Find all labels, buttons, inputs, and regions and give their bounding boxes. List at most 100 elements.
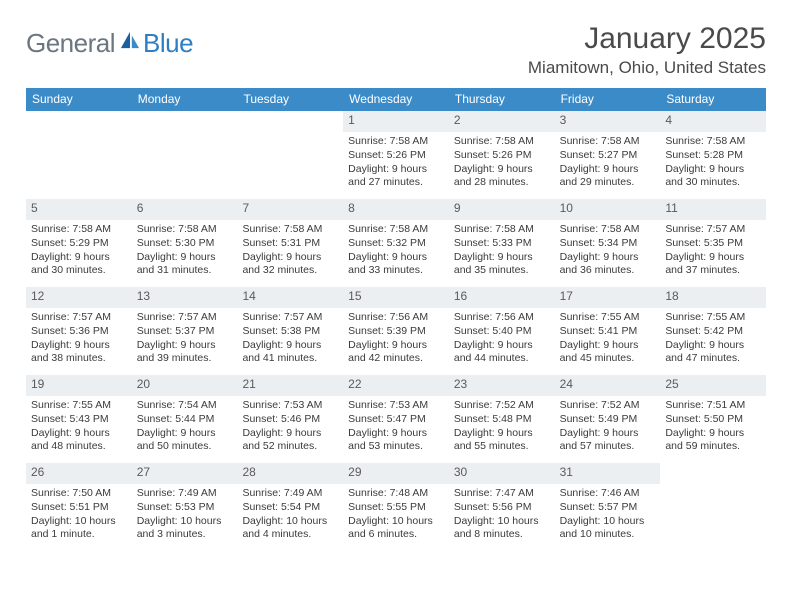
day-cell: 12Sunrise: 7:57 AMSunset: 5:36 PMDayligh… bbox=[26, 287, 132, 375]
sail-icon bbox=[119, 30, 141, 50]
day-number: 20 bbox=[132, 375, 238, 396]
sunset-text: Sunset: 5:34 PM bbox=[560, 237, 656, 251]
day-number: 29 bbox=[343, 463, 449, 484]
day-cell: 23Sunrise: 7:52 AMSunset: 5:48 PMDayligh… bbox=[449, 375, 555, 463]
sunset-text: Sunset: 5:37 PM bbox=[137, 325, 233, 339]
sunset-text: Sunset: 5:28 PM bbox=[665, 149, 761, 163]
logo-text-general: General bbox=[26, 28, 115, 59]
sunset-text: Sunset: 5:26 PM bbox=[348, 149, 444, 163]
sunrise-text: Sunrise: 7:58 AM bbox=[31, 223, 127, 237]
sunrise-text: Sunrise: 7:57 AM bbox=[137, 311, 233, 325]
day-cell: 18Sunrise: 7:55 AMSunset: 5:42 PMDayligh… bbox=[660, 287, 766, 375]
day-number: 5 bbox=[26, 199, 132, 220]
empty-cell: . bbox=[237, 111, 343, 199]
logo-text-blue: Blue bbox=[143, 28, 193, 59]
sunrise-text: Sunrise: 7:56 AM bbox=[454, 311, 550, 325]
empty-cell: . bbox=[660, 463, 766, 551]
day-body: Sunrise: 7:55 AMSunset: 5:42 PMDaylight:… bbox=[660, 308, 766, 370]
sunrise-text: Sunrise: 7:58 AM bbox=[454, 223, 550, 237]
day-number: 13 bbox=[132, 287, 238, 308]
day-number: 1 bbox=[343, 111, 449, 132]
daylight-text: Daylight: 10 hours and 10 minutes. bbox=[560, 515, 656, 543]
sunrise-text: Sunrise: 7:55 AM bbox=[31, 399, 127, 413]
title-block: January 2025 Miamitown, Ohio, United Sta… bbox=[528, 22, 766, 78]
sunset-text: Sunset: 5:41 PM bbox=[560, 325, 656, 339]
day-body: Sunrise: 7:57 AMSunset: 5:37 PMDaylight:… bbox=[132, 308, 238, 370]
day-cell: 10Sunrise: 7:58 AMSunset: 5:34 PMDayligh… bbox=[555, 199, 661, 287]
daylight-text: Daylight: 9 hours and 30 minutes. bbox=[665, 163, 761, 191]
week-row: 19Sunrise: 7:55 AMSunset: 5:43 PMDayligh… bbox=[26, 375, 766, 463]
day-number: 21 bbox=[237, 375, 343, 396]
day-body: Sunrise: 7:52 AMSunset: 5:49 PMDaylight:… bbox=[555, 396, 661, 458]
sunrise-text: Sunrise: 7:58 AM bbox=[665, 135, 761, 149]
sunset-text: Sunset: 5:46 PM bbox=[242, 413, 338, 427]
sunrise-text: Sunrise: 7:54 AM bbox=[137, 399, 233, 413]
daylight-text: Daylight: 9 hours and 44 minutes. bbox=[454, 339, 550, 367]
daylight-text: Daylight: 9 hours and 42 minutes. bbox=[348, 339, 444, 367]
day-cell: 31Sunrise: 7:46 AMSunset: 5:57 PMDayligh… bbox=[555, 463, 661, 551]
sunrise-text: Sunrise: 7:55 AM bbox=[560, 311, 656, 325]
daylight-text: Daylight: 10 hours and 4 minutes. bbox=[242, 515, 338, 543]
sunset-text: Sunset: 5:31 PM bbox=[242, 237, 338, 251]
daylight-text: Daylight: 9 hours and 29 minutes. bbox=[560, 163, 656, 191]
sunset-text: Sunset: 5:40 PM bbox=[454, 325, 550, 339]
logo: General Blue bbox=[26, 22, 193, 59]
sunrise-text: Sunrise: 7:51 AM bbox=[665, 399, 761, 413]
day-body: Sunrise: 7:47 AMSunset: 5:56 PMDaylight:… bbox=[449, 484, 555, 546]
sunrise-text: Sunrise: 7:57 AM bbox=[242, 311, 338, 325]
sunset-text: Sunset: 5:54 PM bbox=[242, 501, 338, 515]
day-cell: 24Sunrise: 7:52 AMSunset: 5:49 PMDayligh… bbox=[555, 375, 661, 463]
day-body: Sunrise: 7:48 AMSunset: 5:55 PMDaylight:… bbox=[343, 484, 449, 546]
daylight-text: Daylight: 9 hours and 28 minutes. bbox=[454, 163, 550, 191]
daylight-text: Daylight: 10 hours and 6 minutes. bbox=[348, 515, 444, 543]
sunset-text: Sunset: 5:35 PM bbox=[665, 237, 761, 251]
day-body: Sunrise: 7:58 AMSunset: 5:34 PMDaylight:… bbox=[555, 220, 661, 282]
sunset-text: Sunset: 5:51 PM bbox=[31, 501, 127, 515]
sunrise-text: Sunrise: 7:49 AM bbox=[137, 487, 233, 501]
day-header: Thursday bbox=[449, 88, 555, 111]
sunrise-text: Sunrise: 7:53 AM bbox=[348, 399, 444, 413]
day-body: Sunrise: 7:49 AMSunset: 5:53 PMDaylight:… bbox=[132, 484, 238, 546]
day-header: Sunday bbox=[26, 88, 132, 111]
day-number: 2 bbox=[449, 111, 555, 132]
daylight-text: Daylight: 9 hours and 57 minutes. bbox=[560, 427, 656, 455]
day-number: 18 bbox=[660, 287, 766, 308]
daylight-text: Daylight: 9 hours and 50 minutes. bbox=[137, 427, 233, 455]
daylight-text: Daylight: 9 hours and 53 minutes. bbox=[348, 427, 444, 455]
sunrise-text: Sunrise: 7:58 AM bbox=[348, 223, 444, 237]
day-number: 10 bbox=[555, 199, 661, 220]
day-body: Sunrise: 7:52 AMSunset: 5:48 PMDaylight:… bbox=[449, 396, 555, 458]
calendar: SundayMondayTuesdayWednesdayThursdayFrid… bbox=[26, 88, 766, 551]
sunset-text: Sunset: 5:39 PM bbox=[348, 325, 444, 339]
day-cell: 17Sunrise: 7:55 AMSunset: 5:41 PMDayligh… bbox=[555, 287, 661, 375]
daylight-text: Daylight: 9 hours and 32 minutes. bbox=[242, 251, 338, 279]
day-cell: 6Sunrise: 7:58 AMSunset: 5:30 PMDaylight… bbox=[132, 199, 238, 287]
sunset-text: Sunset: 5:36 PM bbox=[31, 325, 127, 339]
daylight-text: Daylight: 10 hours and 1 minute. bbox=[31, 515, 127, 543]
day-number: 11 bbox=[660, 199, 766, 220]
day-body: Sunrise: 7:56 AMSunset: 5:39 PMDaylight:… bbox=[343, 308, 449, 370]
sunrise-text: Sunrise: 7:55 AM bbox=[665, 311, 761, 325]
day-cell: 29Sunrise: 7:48 AMSunset: 5:55 PMDayligh… bbox=[343, 463, 449, 551]
daylight-text: Daylight: 10 hours and 8 minutes. bbox=[454, 515, 550, 543]
day-number: 28 bbox=[237, 463, 343, 484]
daylight-text: Daylight: 9 hours and 39 minutes. bbox=[137, 339, 233, 367]
day-body: Sunrise: 7:46 AMSunset: 5:57 PMDaylight:… bbox=[555, 484, 661, 546]
day-body: Sunrise: 7:58 AMSunset: 5:31 PMDaylight:… bbox=[237, 220, 343, 282]
header: General Blue January 2025 Miamitown, Ohi… bbox=[26, 22, 766, 78]
day-body: Sunrise: 7:57 AMSunset: 5:38 PMDaylight:… bbox=[237, 308, 343, 370]
day-header: Monday bbox=[132, 88, 238, 111]
day-body: Sunrise: 7:57 AMSunset: 5:36 PMDaylight:… bbox=[26, 308, 132, 370]
day-number: 4 bbox=[660, 111, 766, 132]
sunset-text: Sunset: 5:38 PM bbox=[242, 325, 338, 339]
sunrise-text: Sunrise: 7:47 AM bbox=[454, 487, 550, 501]
daylight-text: Daylight: 9 hours and 35 minutes. bbox=[454, 251, 550, 279]
sunset-text: Sunset: 5:53 PM bbox=[137, 501, 233, 515]
day-cell: 8Sunrise: 7:58 AMSunset: 5:32 PMDaylight… bbox=[343, 199, 449, 287]
day-body: Sunrise: 7:50 AMSunset: 5:51 PMDaylight:… bbox=[26, 484, 132, 546]
sunrise-text: Sunrise: 7:46 AM bbox=[560, 487, 656, 501]
day-number: 17 bbox=[555, 287, 661, 308]
sunset-text: Sunset: 5:32 PM bbox=[348, 237, 444, 251]
sunset-text: Sunset: 5:29 PM bbox=[31, 237, 127, 251]
empty-cell: . bbox=[26, 111, 132, 199]
